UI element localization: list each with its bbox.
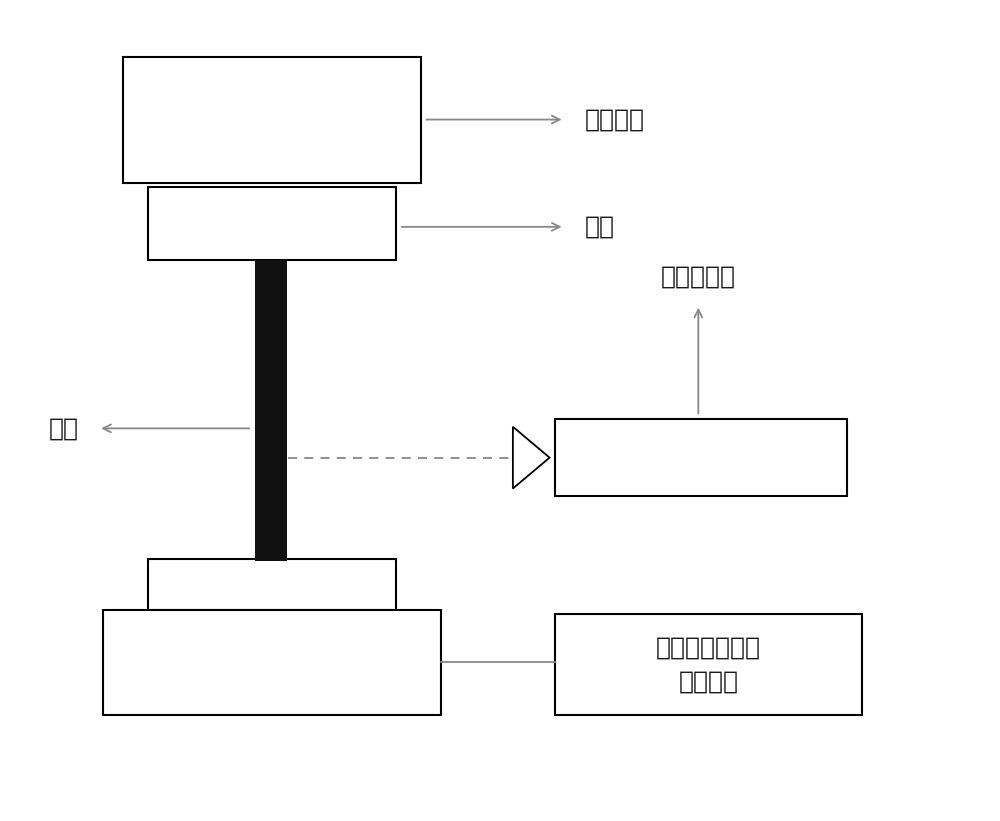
Text: 荷载与红外温度
采集设备: 荷载与红外温度 采集设备 <box>656 635 761 693</box>
Bar <box>148 559 396 610</box>
Bar <box>555 613 862 715</box>
Bar <box>555 419 847 496</box>
Bar <box>123 57 421 183</box>
Text: 红外热像仪: 红外热像仪 <box>661 264 736 289</box>
Bar <box>255 260 287 561</box>
Text: 夹头: 夹头 <box>584 215 614 239</box>
Text: 加载装置: 加载装置 <box>584 108 644 131</box>
Bar <box>148 187 396 260</box>
Polygon shape <box>513 427 550 488</box>
Bar <box>103 610 441 715</box>
Text: 试件: 试件 <box>49 416 79 440</box>
Bar <box>255 260 287 561</box>
